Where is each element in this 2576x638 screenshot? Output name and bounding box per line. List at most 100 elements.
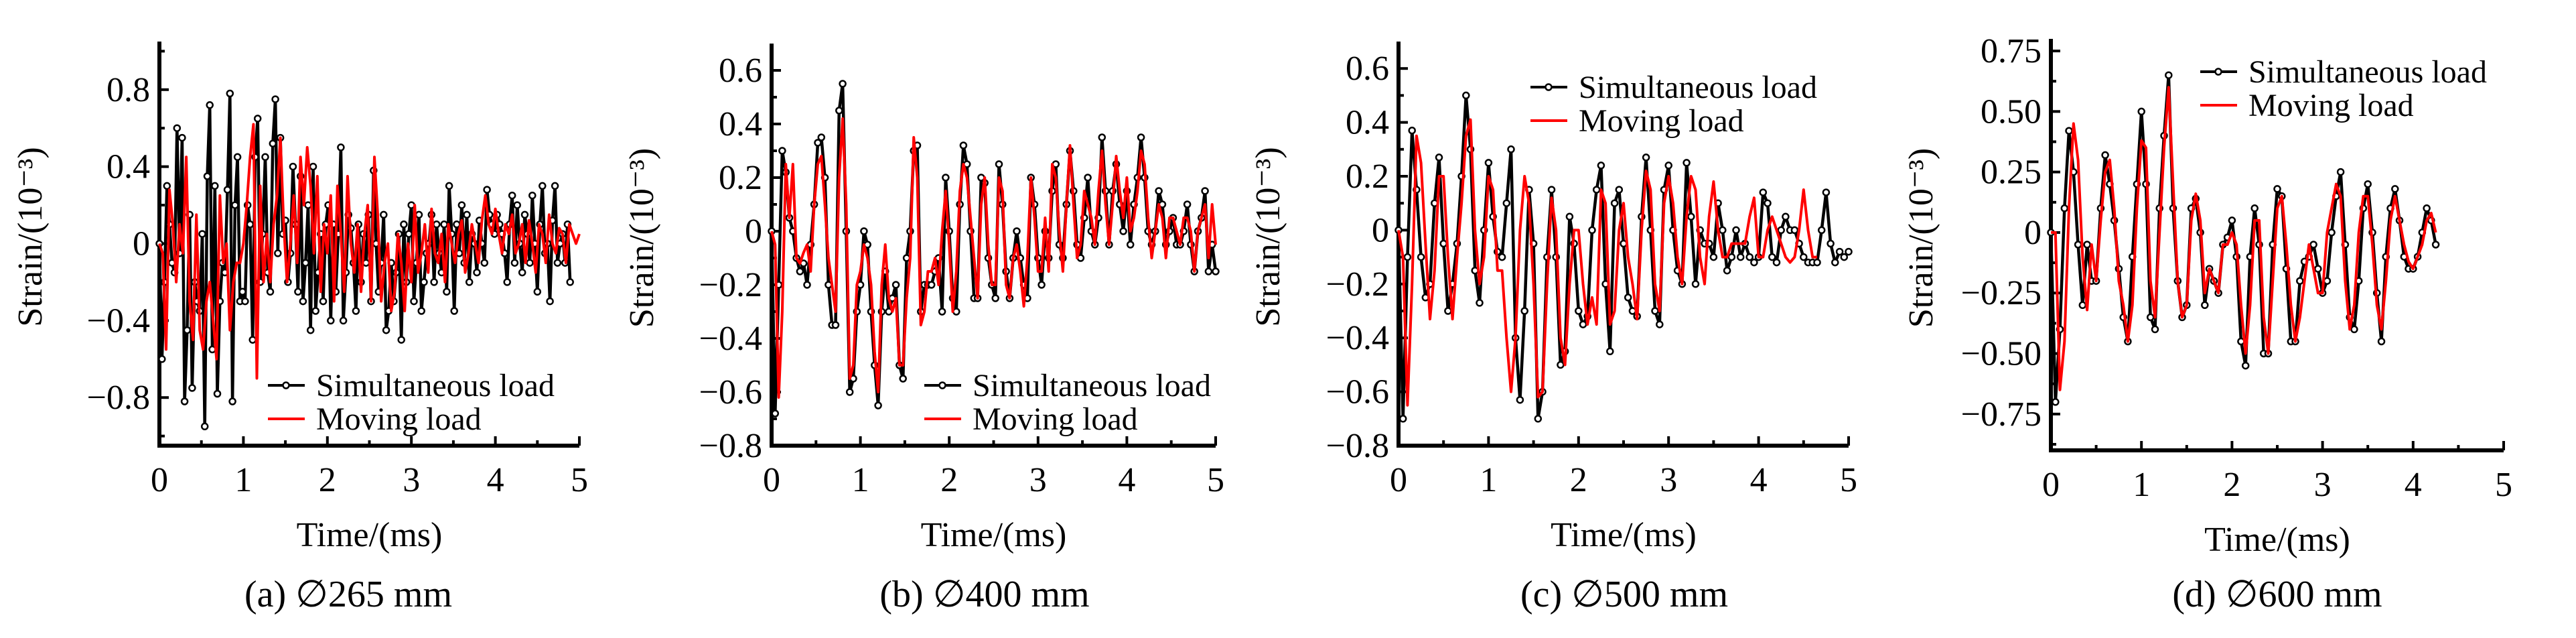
x-tick-label: 2: [1570, 461, 1587, 499]
data-point: [528, 191, 536, 200]
data-point: [1137, 133, 1145, 141]
data-point: [874, 401, 882, 409]
data-point: [2137, 107, 2145, 116]
data-point: [269, 139, 277, 147]
data-point: [238, 288, 246, 296]
data-point: [817, 133, 826, 141]
data-point: [1498, 253, 1506, 261]
data-point: [457, 201, 466, 209]
data-point: [835, 107, 843, 115]
y-axis-title: Strain/(10⁻³): [1902, 148, 1940, 328]
data-point: [1772, 258, 1781, 267]
data-point: [553, 259, 562, 267]
data-point: [2323, 277, 2332, 285]
data-point: [1444, 307, 1452, 315]
data-point: [299, 297, 307, 306]
y-axis-title: Strain/(10⁻³): [11, 147, 50, 326]
data-point: [289, 162, 297, 171]
data-point: [1201, 187, 1209, 195]
data-point: [796, 267, 804, 275]
data-point: [1759, 188, 1768, 196]
data-point: [1800, 253, 1808, 261]
data-point: [2165, 71, 2173, 79]
x-axis-title: Time/(ms): [2204, 521, 2350, 559]
data-point: [1597, 162, 1605, 170]
x-tick-label: 5: [571, 461, 588, 499]
data-point: [2228, 216, 2236, 225]
y-tick-label: 0.75: [1981, 32, 2042, 70]
data-point: [1204, 267, 1213, 275]
data-point: [814, 139, 822, 147]
data-point: [845, 388, 854, 396]
y-tick-label: −0.4: [1326, 319, 1389, 357]
data-point: [2078, 301, 2087, 310]
data-point: [2083, 241, 2091, 249]
y-axis-title: Strain/(10⁻³): [1249, 147, 1287, 326]
x-tick-label: 3: [1029, 461, 1047, 499]
legend-label: Moving load: [2248, 88, 2414, 123]
data-point: [433, 220, 441, 229]
data-point: [1098, 133, 1106, 141]
data-point: [294, 288, 302, 296]
data-point: [1183, 200, 1192, 208]
data-point: [198, 230, 206, 238]
data-point: [860, 227, 868, 235]
data-point: [2065, 127, 2073, 135]
data-point: [1768, 253, 1776, 261]
data-point: [1126, 241, 1135, 249]
data-point: [899, 375, 907, 383]
x-tick-label: 3: [1660, 461, 1677, 499]
y-tick-label: 0.25: [1981, 153, 2042, 192]
data-point: [1476, 299, 1484, 307]
data-point: [463, 210, 471, 219]
data-point: [158, 355, 166, 363]
y-tick-label: −0.2: [1326, 265, 1389, 304]
y-tick-label: 0.4: [1346, 104, 1389, 142]
data-point: [566, 278, 574, 286]
data-point: [1651, 307, 1659, 315]
data-point: [1723, 266, 1731, 275]
y-tick-label: 0.2: [719, 159, 762, 197]
data-point: [1439, 239, 1447, 248]
data-point: [1588, 226, 1596, 235]
data-point: [508, 191, 516, 200]
data-point: [417, 307, 425, 315]
data-point: [337, 143, 345, 151]
data-point: [2201, 301, 2209, 310]
data-point: [831, 321, 840, 329]
data-point: [526, 259, 534, 267]
data-point: [1840, 253, 1849, 261]
data-point: [480, 259, 489, 267]
data-point: [1683, 159, 1691, 167]
data-point: [228, 397, 236, 405]
data-point: [253, 115, 262, 123]
data-point: [959, 141, 968, 149]
x-tick-label: 4: [2405, 466, 2422, 504]
data-point: [2377, 337, 2386, 346]
data-point: [206, 101, 214, 109]
data-point: [2309, 241, 2317, 249]
data-point: [173, 124, 182, 132]
data-point: [1084, 174, 1092, 182]
panel-c: 0 1 2 3 4 5 −0.8 −0.6 −0.4 −0.2 0 0.2 0.4 0.6 Simultan…: [1249, 42, 1857, 615]
x-tick-label: 1: [234, 461, 252, 499]
x-tick-label: 1: [852, 461, 869, 499]
data-point: [1565, 212, 1574, 221]
legend-label: Simultaneous load: [316, 368, 555, 403]
x-tick-label: 0: [763, 461, 780, 499]
data-point: [546, 297, 554, 306]
data-point: [163, 182, 171, 190]
data-point: [1507, 145, 1515, 153]
y-tick-label: 0: [133, 225, 150, 263]
data-point: [327, 316, 335, 325]
y-axis-title: Strain/(10⁻³): [623, 148, 661, 328]
data-point: [473, 268, 481, 277]
data-point: [1462, 91, 1470, 100]
panel-d: 0 1 2 3 4 5 −0.75 −0.50 −0.25 0 0.25 0.50 0.75 Simult…: [1902, 32, 2512, 615]
data-point: [1484, 159, 1493, 167]
data-point: [2328, 229, 2336, 237]
data-point: [551, 182, 559, 190]
y-tick-label: −0.8: [87, 379, 150, 417]
y-tick-label: −0.2: [699, 266, 762, 304]
